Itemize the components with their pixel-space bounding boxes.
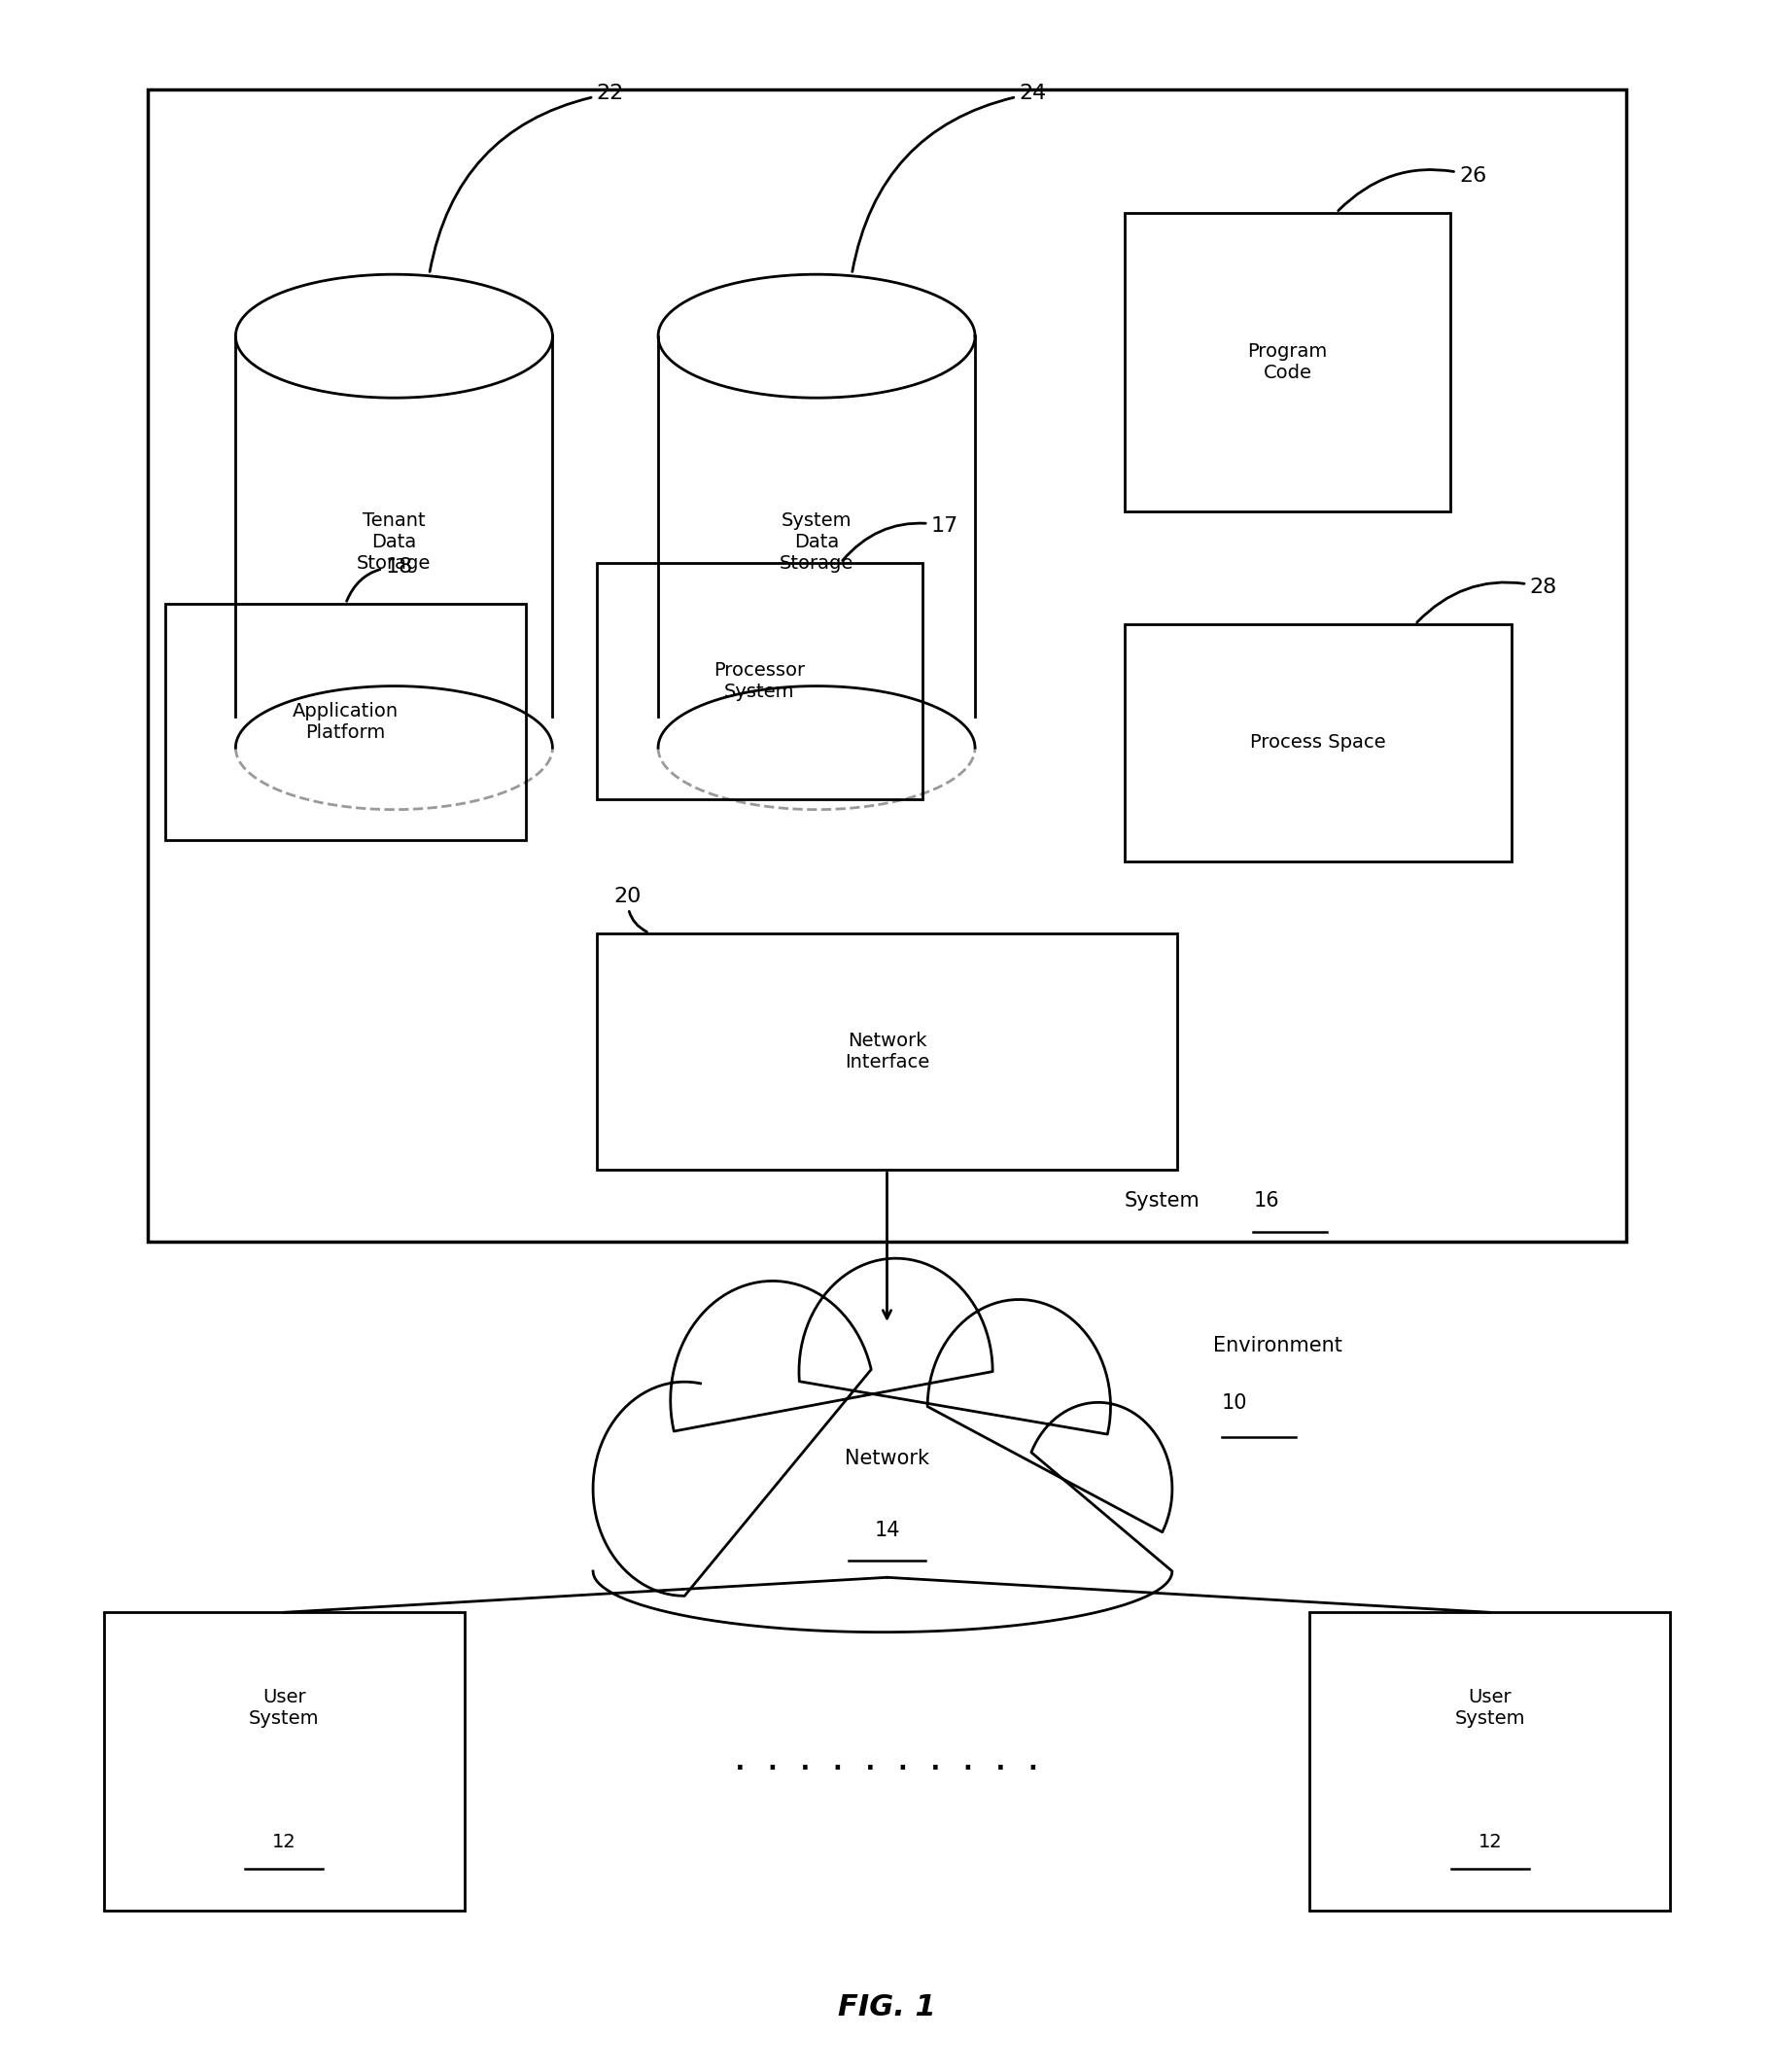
Text: Tenant
Data
Storage: Tenant Data Storage (357, 512, 431, 572)
Text: FIG. 1: FIG. 1 (837, 1993, 937, 2022)
Text: 22: 22 (429, 83, 624, 271)
Bar (596, 562, 922, 800)
Text: System
Data
Storage: System Data Storage (779, 512, 853, 572)
Text: Process Space: Process Space (1251, 733, 1385, 752)
Text: 14: 14 (875, 1521, 899, 1539)
Text: . . . . . . . . . .: . . . . . . . . . . (733, 1749, 1041, 1776)
Text: 28: 28 (1417, 578, 1558, 622)
Text: 20: 20 (614, 887, 648, 932)
Text: 18: 18 (346, 557, 413, 601)
Text: User
System: User System (248, 1689, 319, 1728)
Text: Network
Interface: Network Interface (844, 1032, 930, 1071)
Bar (1309, 1612, 1671, 1910)
Text: 24: 24 (852, 83, 1047, 271)
Text: 26: 26 (1338, 166, 1487, 211)
Text: User
System: User System (1455, 1689, 1526, 1728)
Text: Processor
System: Processor System (713, 661, 805, 700)
Text: Network: Network (844, 1448, 930, 1467)
Text: 17: 17 (843, 516, 958, 562)
Bar (596, 932, 1178, 1171)
Text: Application
Platform: Application Platform (293, 702, 399, 742)
Text: 16: 16 (1252, 1191, 1279, 1210)
Text: Program
Code: Program Code (1247, 342, 1327, 381)
Text: System: System (1125, 1191, 1201, 1210)
Text: 10: 10 (1222, 1392, 1247, 1413)
Bar (1125, 624, 1511, 862)
Bar (1125, 213, 1451, 512)
Bar (103, 1612, 465, 1910)
Bar (165, 603, 527, 841)
Text: Environment: Environment (1213, 1336, 1341, 1355)
Text: 12: 12 (271, 1834, 296, 1852)
Bar (147, 89, 1627, 1241)
Text: 12: 12 (1478, 1834, 1503, 1852)
